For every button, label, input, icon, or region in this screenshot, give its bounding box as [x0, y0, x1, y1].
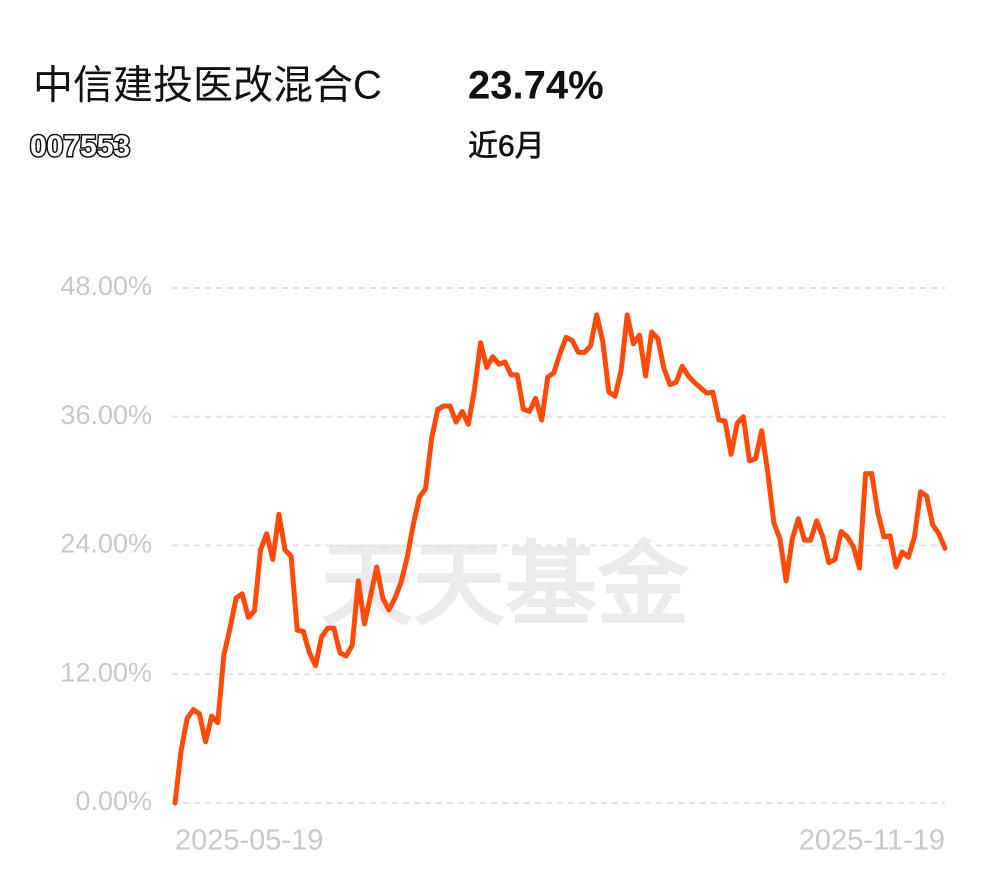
y-tick-label: 48.00%	[60, 271, 152, 301]
y-tick-label: 12.00%	[60, 657, 152, 687]
fund-name: 中信建投医改混合C	[33, 64, 382, 108]
period-label: 近6月	[468, 130, 545, 163]
return-value: 23.74%	[468, 64, 604, 108]
y-tick-label: 24.00%	[60, 529, 152, 559]
y-tick-label: 36.00%	[60, 400, 152, 430]
x-tick-label: 2025-05-19	[175, 825, 323, 857]
y-tick-label: 0.00%	[75, 786, 152, 816]
watermark: 天天基金	[321, 534, 690, 636]
x-tick-label: 2025-11-19	[799, 825, 945, 857]
line-series	[172, 312, 948, 806]
fund-code: 007553	[30, 130, 130, 163]
